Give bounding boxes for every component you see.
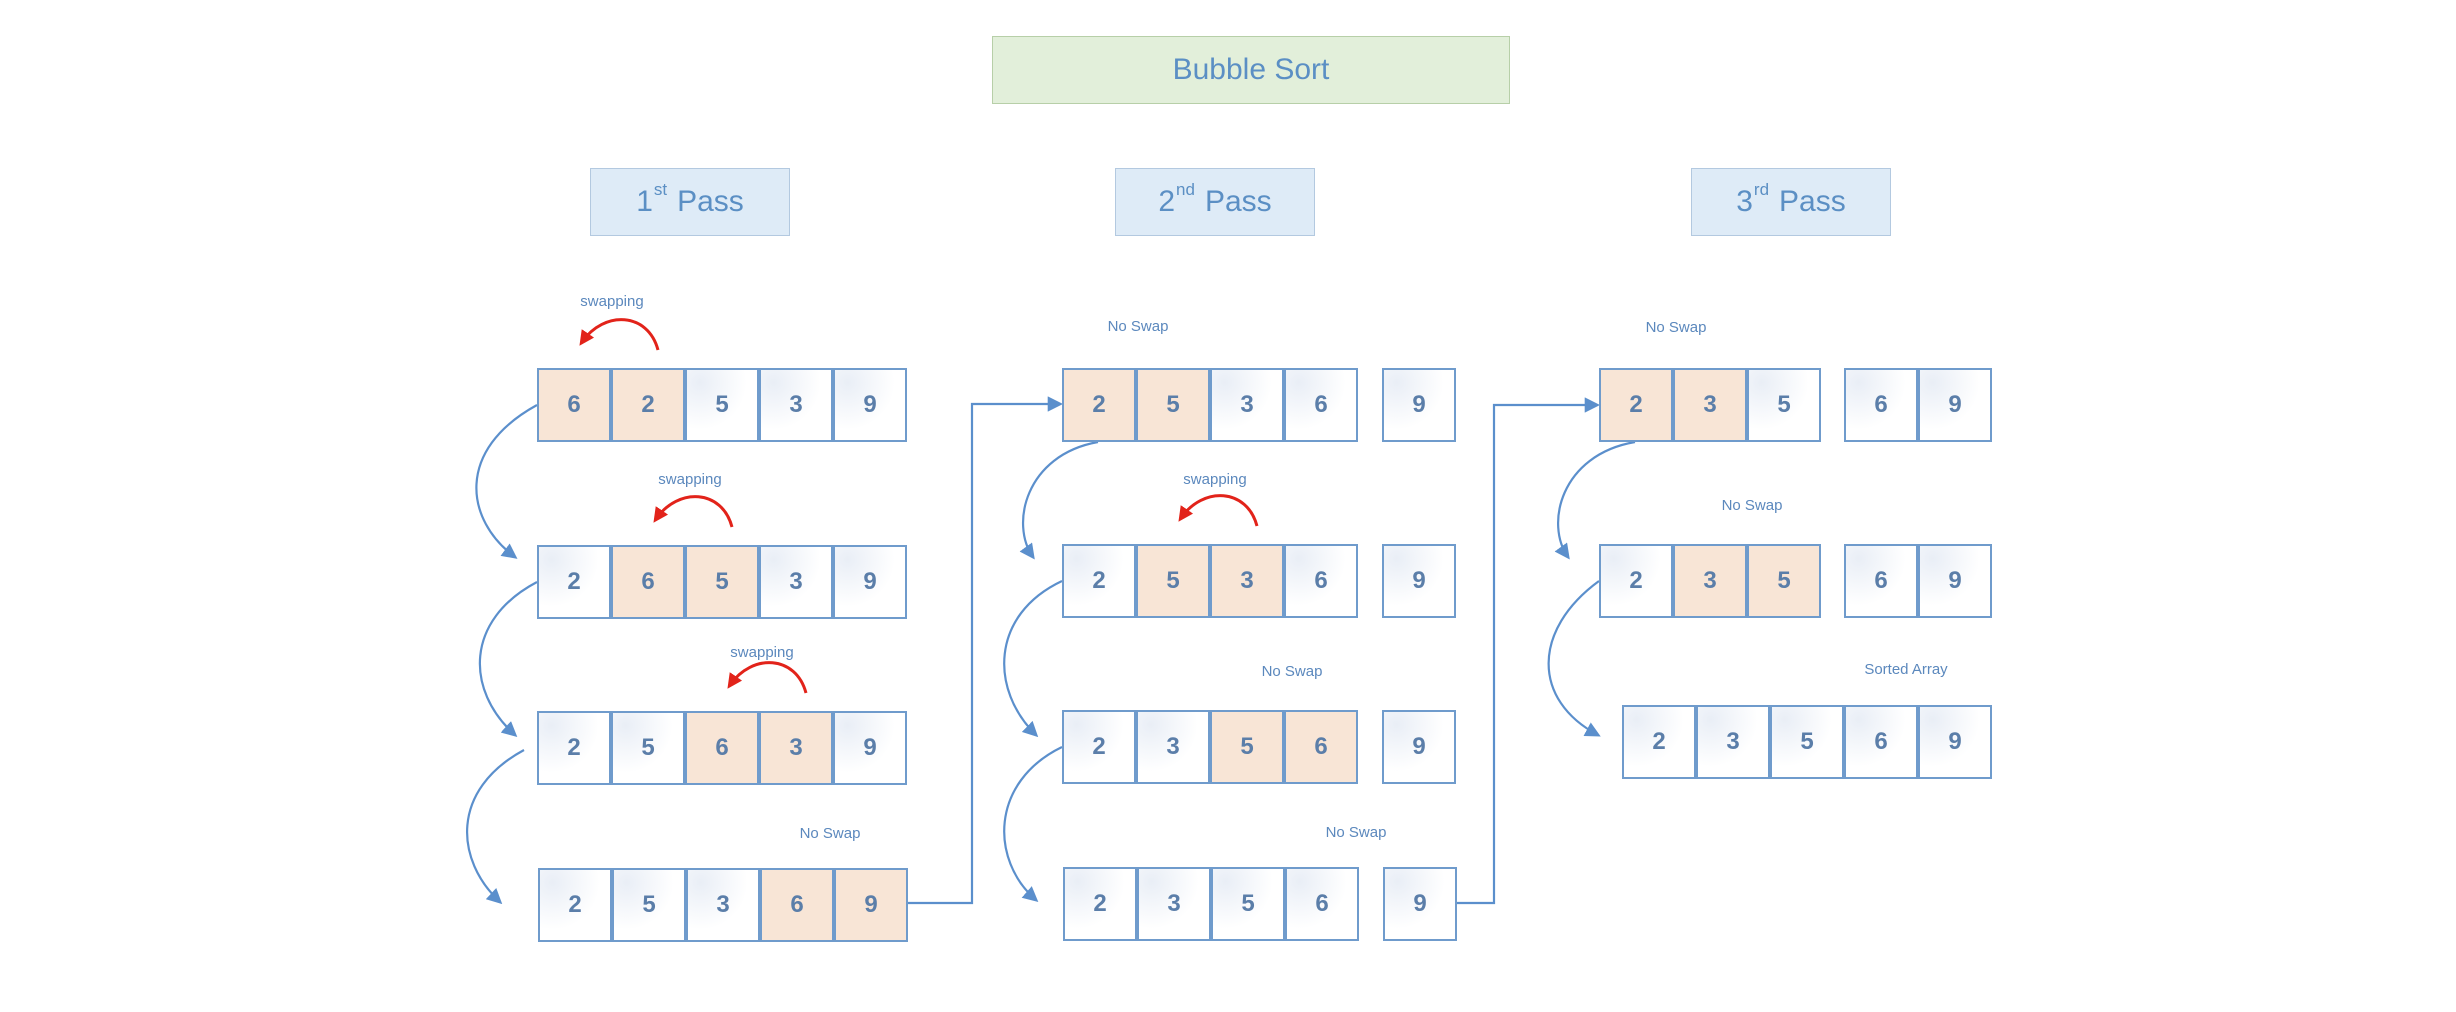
pass-2-step-2-label: swapping (1183, 471, 1247, 488)
pass-3-suffix: rd (1753, 180, 1770, 199)
pass-1-step-3-cell-1: 2 (537, 711, 611, 785)
swap-arrow-pass-1-step-1 (579, 318, 660, 351)
pass-1-step-3-cell-2: 5 (611, 711, 685, 785)
pass-1-step-4-cell-4: 6 (760, 868, 834, 942)
pass-2-step-3-cell-3: 5 (1210, 710, 1284, 784)
flow-arrow-row10-to-row11 (1547, 580, 1601, 737)
pass-2-step-3-label: No Swap (1261, 663, 1323, 680)
pass-3-step-3-cell-5: 9 (1918, 705, 1992, 779)
flow-arrow-row2-to-row3 (478, 581, 538, 738)
pass-3-step-2-cell-3: 5 (1747, 544, 1821, 618)
pass-2-step-1-cell-3: 3 (1210, 368, 1284, 442)
pass-3-step-3-cell-2: 3 (1696, 705, 1770, 779)
pass-2-step-2-cell-5: 9 (1382, 544, 1456, 618)
pass-1-step-2-cell-4: 3 (759, 545, 833, 619)
swap-arrow-pass-2-step-2 (1178, 494, 1259, 527)
pass-1-step-2-label: swapping (658, 471, 722, 488)
swap-arrow-pass-1-step-2 (653, 495, 734, 528)
pass-1-step-3-cell-3: 6 (685, 711, 759, 785)
flow-arrow-row7-to-row8 (1003, 746, 1063, 903)
pass-1-step-2-cell-1: 2 (537, 545, 611, 619)
pass-1-step-1-label: swapping (580, 293, 644, 310)
pass-3-step-1-cell-2: 3 (1673, 368, 1747, 442)
pass-2-step-2-cell-2: 5 (1136, 544, 1210, 618)
pass-1-step-1-cell-2: 2 (611, 368, 685, 442)
pass-3-step-3-label: Sorted Array (1864, 661, 1948, 678)
pass-3-step-3-cell-1: 2 (1622, 705, 1696, 779)
pass-2-step-2-cell-1: 2 (1062, 544, 1136, 618)
pass-2-step-3-cell-2: 3 (1136, 710, 1210, 784)
pass-3-step-1-cell-5: 9 (1918, 368, 1992, 442)
pass-1-number: 1 (636, 185, 653, 218)
pass-3-step-2-cell-4: 6 (1844, 544, 1918, 618)
pass-1-step-4-cell-2: 5 (612, 868, 686, 942)
pass-3-number: 3 (1736, 185, 1753, 218)
flow-arrow-row9-to-row10 (1554, 440, 1636, 560)
flow-arrow-row3-to-row4 (465, 749, 525, 905)
pass-2-step-4-cell-1: 2 (1063, 867, 1137, 941)
pass-2-number: 2 (1158, 185, 1176, 218)
pass-3-step-1-cell-4: 6 (1844, 368, 1918, 442)
pass-2-step-1-cell-4: 6 (1284, 368, 1358, 442)
pass-1-step-3-cell-4: 3 (759, 711, 833, 785)
pass-2-step-3-cell-4: 6 (1284, 710, 1358, 784)
diagram-title: Bubble Sort (992, 36, 1510, 104)
pass-1-suffix: st (653, 180, 668, 199)
pass-3-step-2-label: No Swap (1721, 497, 1783, 514)
flow-arrow-row6-to-row7 (1003, 580, 1063, 738)
pass-2-word: Pass (1204, 185, 1272, 218)
pass-1-word: Pass (677, 185, 744, 218)
pass-1-step-3-cell-5: 9 (833, 711, 907, 785)
pass-2-step-4-label: No Swap (1325, 824, 1387, 841)
pass-2-step-4-cell-3: 5 (1211, 867, 1285, 941)
pass-3-step-3-cell-3: 5 (1770, 705, 1844, 779)
pass-1-step-3-label: swapping (730, 644, 794, 661)
pass-1-step-2-cell-3: 5 (685, 545, 759, 619)
pass-2-step-4-cell-4: 6 (1285, 867, 1359, 941)
pass-1-step-2-cell-2: 6 (611, 545, 685, 619)
pass-1-step-4-cell-5: 9 (834, 868, 908, 942)
pass-2-step-4-cell-5: 9 (1383, 867, 1457, 941)
pass-2-to-pass-3-connector (1456, 397, 1601, 905)
pass-3-step-1-cell-3: 5 (1747, 368, 1821, 442)
pass-1-to-pass-2-connector (907, 396, 1064, 905)
flow-arrow-row5-to-row6 (1019, 440, 1099, 560)
pass-2-step-1-cell-1: 2 (1062, 368, 1136, 442)
pass-2-step-1-label: No Swap (1107, 318, 1169, 335)
pass-3-step-1-label: No Swap (1645, 319, 1707, 336)
pass-1-step-1-cell-1: 6 (537, 368, 611, 442)
pass-1-step-1-cell-5: 9 (833, 368, 907, 442)
pass-2-suffix: nd (1176, 180, 1195, 199)
pass-1-step-4-cell-3: 3 (686, 868, 760, 942)
pass-1-step-1-cell-4: 3 (759, 368, 833, 442)
pass-2-step-2-cell-4: 6 (1284, 544, 1358, 618)
pass-1-step-1-cell-3: 5 (685, 368, 759, 442)
pass-1-step-4-label: No Swap (799, 825, 861, 842)
pass-3-step-2-cell-2: 3 (1673, 544, 1747, 618)
pass-2-step-2-cell-3: 3 (1210, 544, 1284, 618)
pass-2-step-1-cell-5: 9 (1382, 368, 1456, 442)
flow-arrow-row1-to-row2 (475, 404, 538, 559)
pass-2-step-1-cell-2: 5 (1136, 368, 1210, 442)
pass-3-step-2-cell-5: 9 (1918, 544, 1992, 618)
pass-1-step-2-cell-5: 9 (833, 545, 907, 619)
pass-3-word: Pass (1779, 185, 1846, 218)
swap-arrow-pass-1-step-3 (727, 661, 808, 694)
pass-3-step-1-cell-1: 2 (1599, 368, 1673, 442)
pass-1-step-4-cell-1: 2 (538, 868, 612, 942)
pass-3-step-3-cell-4: 6 (1844, 705, 1918, 779)
pass-2-step-3-cell-5: 9 (1382, 710, 1456, 784)
pass-3-step-2-cell-1: 2 (1599, 544, 1673, 618)
pass-2-step-3-cell-1: 2 (1062, 710, 1136, 784)
pass-2-step-4-cell-2: 3 (1137, 867, 1211, 941)
